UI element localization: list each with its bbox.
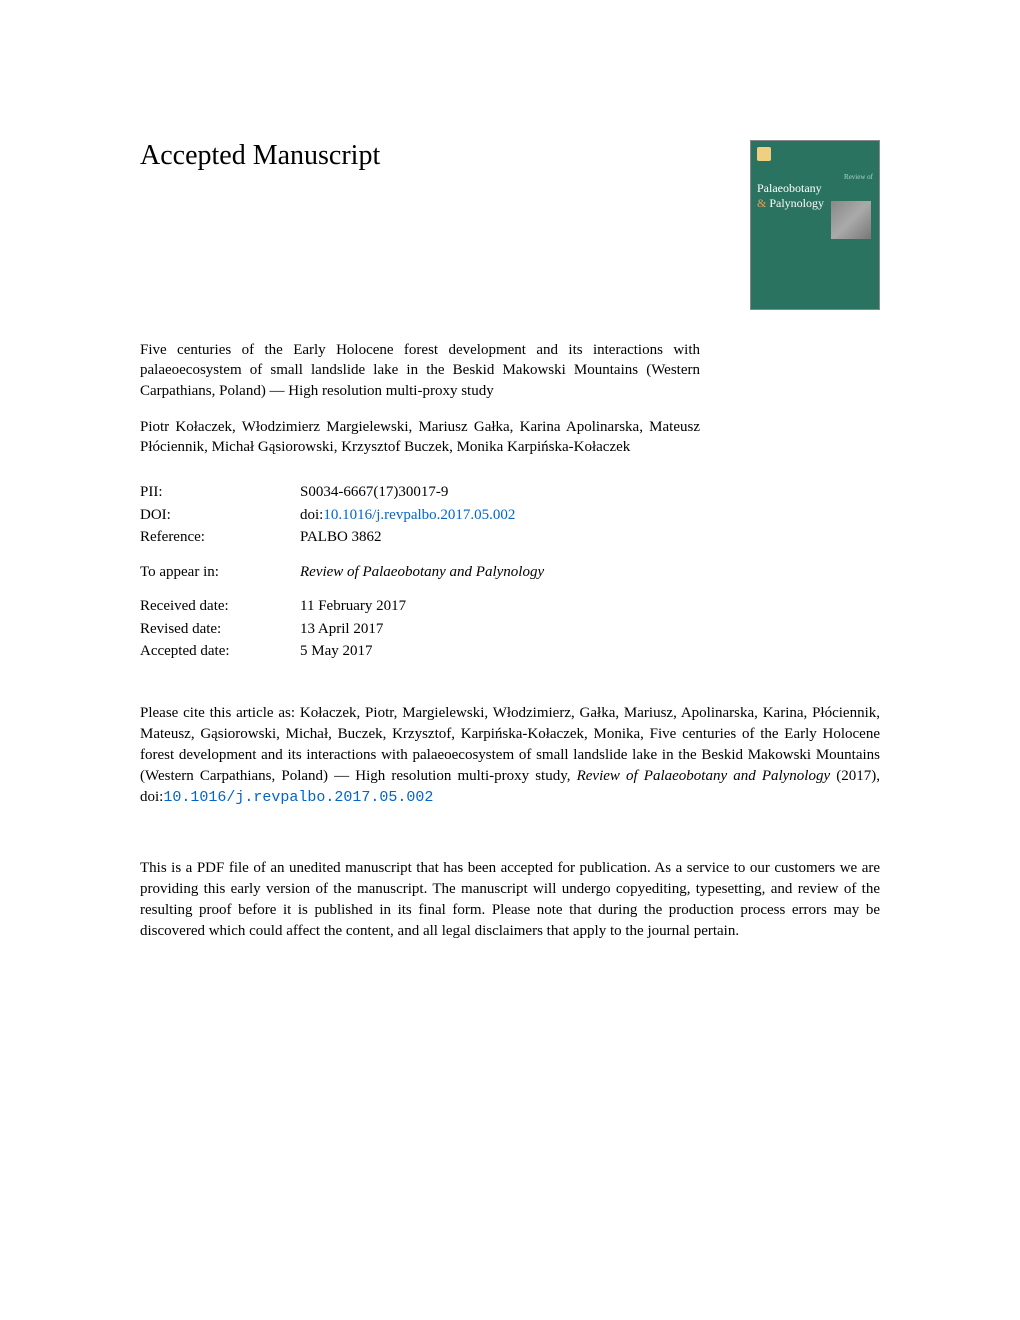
accepted-label: Accepted date:	[140, 640, 300, 663]
pii-value: S0034-6667(17)30017-9	[300, 481, 880, 504]
appear-label: To appear in:	[140, 561, 300, 584]
journal-palynology-text: Palynology	[769, 196, 824, 210]
reference-value: PALBO 3862	[300, 526, 880, 549]
metadata-table: PII: S0034-6667(17)30017-9 DOI: doi:10.1…	[140, 481, 880, 663]
revised-label: Revised date:	[140, 618, 300, 641]
citation-text: Please cite this article as: Kołaczek, P…	[140, 703, 880, 808]
article-title: Five centuries of the Early Holocene for…	[140, 340, 700, 401]
journal-name-line1: Palaeobotany	[757, 181, 873, 196]
citation-journal: Review of Palaeobotany and Palynology	[577, 768, 831, 784]
accepted-value: 5 May 2017	[300, 640, 880, 663]
journal-cover-image-icon	[831, 201, 871, 239]
metadata-row-appear: To appear in: Review of Palaeobotany and…	[140, 561, 880, 584]
doi-prefix: doi:	[300, 507, 323, 523]
appear-value: Review of Palaeobotany and Palynology	[300, 561, 880, 584]
metadata-row-reference: Reference: PALBO 3862	[140, 526, 880, 549]
received-value: 11 February 2017	[300, 595, 880, 618]
doi-label: DOI:	[140, 504, 300, 527]
authors-list: Piotr Kołaczek, Włodzimierz Margielewski…	[140, 417, 700, 458]
metadata-row-accepted: Accepted date: 5 May 2017	[140, 640, 880, 663]
citation-doi-link[interactable]: 10.1016/j.revpalbo.2017.05.002	[163, 789, 433, 806]
disclaimer-text: This is a PDF file of an unedited manusc…	[140, 858, 880, 942]
journal-review-text: Review of	[757, 173, 873, 181]
page-heading: Accepted Manuscript	[140, 140, 380, 172]
metadata-row-revised: Revised date: 13 April 2017	[140, 618, 880, 641]
journal-cover-thumbnail: Review of Palaeobotany & Palynology	[750, 140, 880, 310]
doi-link[interactable]: 10.1016/j.revpalbo.2017.05.002	[323, 507, 515, 523]
pii-label: PII:	[140, 481, 300, 504]
metadata-row-received: Received date: 11 February 2017	[140, 595, 880, 618]
reference-label: Reference:	[140, 526, 300, 549]
metadata-row-doi: DOI: doi:10.1016/j.revpalbo.2017.05.002	[140, 504, 880, 527]
publisher-logo-icon	[757, 147, 771, 161]
received-label: Received date:	[140, 595, 300, 618]
doi-value: doi:10.1016/j.revpalbo.2017.05.002	[300, 504, 880, 527]
metadata-row-pii: PII: S0034-6667(17)30017-9	[140, 481, 880, 504]
revised-value: 13 April 2017	[300, 618, 880, 641]
